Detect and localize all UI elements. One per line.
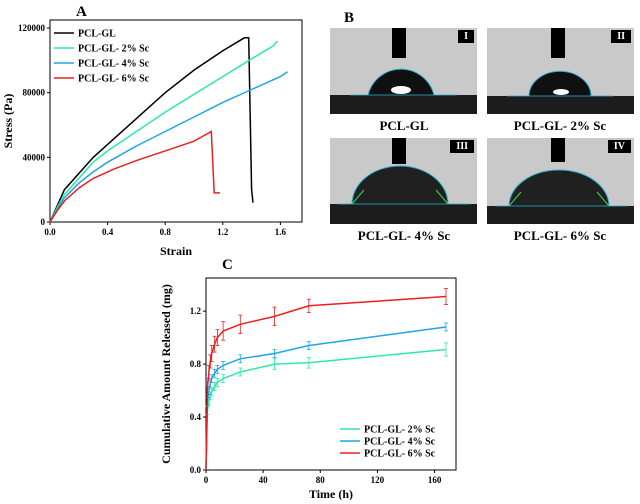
contact-angle-photo-4: IV: [487, 138, 634, 224]
x-tick-label: 0: [204, 475, 209, 485]
legend-label-1: PCL-GL- 2% Sc: [364, 425, 436, 436]
x-tick-label: 40: [259, 475, 269, 485]
stress-strain-chart: 0.0 0.4 0.8 1.2 1.6 0 40000 80000 120000 Strain St…: [1, 19, 303, 258]
y-axis-label: Cumulative Amount Released (mg): [160, 284, 173, 464]
x-tick-label: 0.8: [160, 227, 172, 237]
legend-label-4: PCL-GL- 6% Sc: [78, 74, 150, 85]
legend-label-1: PCL-GL: [78, 29, 116, 40]
photo-2-caption: PCL-GL- 2% Sc: [513, 118, 607, 133]
y-tick-label: 1.2: [190, 306, 202, 316]
x-tick-label: 0.0: [44, 227, 56, 237]
x-tick-label: 1.2: [217, 227, 229, 237]
series-line-1: [49, 37, 254, 223]
photo-4-roman: IV: [607, 140, 631, 153]
photo-3-roman: III: [450, 140, 474, 153]
x-tick-label: 160: [428, 475, 442, 485]
legend-label-3: PCL-GL- 6% Sc: [364, 449, 436, 460]
y-tick-label: 80000: [23, 88, 46, 98]
release-profile-chart: 0 40 80 120 160 0.0 0.4 0.8 1.2 Time (h) Cumulativ…: [160, 277, 457, 500]
panel-b-letter: B: [344, 10, 355, 26]
y-tick-label: 0.4: [190, 412, 202, 422]
contact-angle-photo-1: I: [330, 28, 477, 114]
droplet-image-1: [330, 28, 477, 114]
y-tick-label: 120000: [18, 23, 46, 33]
contact-angle-photo-3: III: [330, 138, 477, 224]
x-tick-label: 0.4: [102, 227, 114, 237]
x-tick-label: 120: [371, 475, 385, 485]
x-tick-label: 1.6: [275, 227, 287, 237]
droplet-image-4: [487, 138, 634, 224]
x-axis-label: Strain: [160, 244, 192, 258]
panel-c-letter: C: [222, 257, 233, 273]
y-tick-label: 0: [41, 217, 46, 227]
droplet-image-2: [487, 28, 634, 114]
photo-1-caption: PCL-GL: [379, 118, 429, 133]
y-tick-label: 0.8: [190, 359, 202, 369]
y-tick-label: 0.0: [190, 465, 202, 475]
photo-2-roman: II: [611, 30, 631, 43]
plot-frame: [205, 277, 457, 471]
panel-a-letter: A: [76, 4, 87, 20]
photo-1-roman: I: [458, 30, 474, 43]
series-line-4: [49, 130, 220, 223]
legend-label-2: PCL-GL- 2% Sc: [78, 44, 150, 55]
legend-label-2: PCL-GL- 4% Sc: [364, 437, 436, 448]
y-axis-label: Stress (Pa): [1, 94, 15, 149]
x-tick-label: 80: [316, 475, 326, 485]
legend-label-3: PCL-GL- 4% Sc: [78, 59, 150, 70]
photo-3-caption: PCL-GL- 4% Sc: [357, 228, 451, 243]
series-line-2: [49, 40, 279, 223]
x-axis-label: Time (h): [309, 487, 353, 500]
photo-4-caption: PCL-GL- 6% Sc: [513, 228, 607, 243]
contact-angle-grid: I PCL-GL II PCL-GL- 2% Sc III PCL-GL-: [330, 28, 635, 250]
plot-frame: [49, 19, 303, 223]
contact-angle-photo-2: II: [487, 28, 634, 114]
y-tick-label: 40000: [23, 152, 46, 162]
series-line-3: [49, 71, 289, 223]
